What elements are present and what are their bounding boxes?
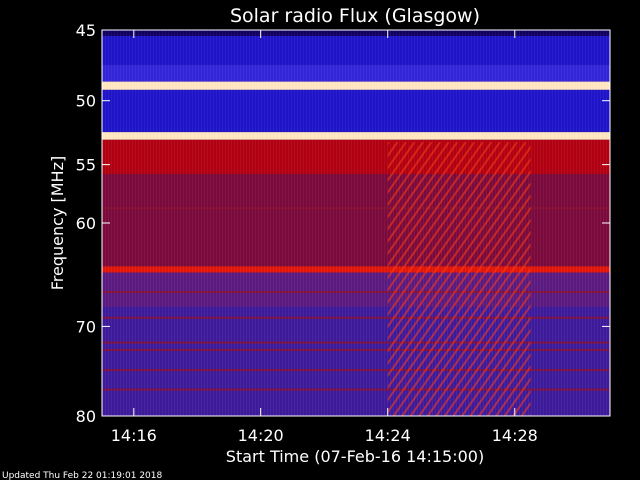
- x-tick-label: 14:16: [111, 426, 157, 445]
- y-tick-label: 80: [76, 407, 96, 426]
- y-tick-label: 70: [76, 317, 96, 336]
- y-tick-label: 55: [76, 156, 96, 175]
- axes: 45 50 55 60 70 80 14:16 14:20 14:24 14:28: [76, 21, 611, 445]
- x-axis-label: Start Time (07-Feb-16 14:15:00): [226, 447, 484, 466]
- y-axis-label: Frequency [MHz]: [48, 156, 67, 290]
- x-tick-label: 14:28: [492, 426, 538, 445]
- plot-area: [102, 30, 610, 416]
- y-tick-label: 60: [76, 214, 96, 233]
- updated-timestamp: Updated Thu Feb 22 01:19:01 2018: [2, 471, 163, 480]
- burst-region: [387, 142, 531, 416]
- x-tick-label: 14:20: [238, 426, 284, 445]
- chart-title: Solar radio Flux (Glasgow): [230, 5, 480, 27]
- x-tick-label: 14:24: [365, 426, 411, 445]
- y-tick-label: 50: [76, 92, 96, 111]
- y-tick-label: 45: [76, 21, 96, 40]
- texture-overlay: [102, 30, 610, 416]
